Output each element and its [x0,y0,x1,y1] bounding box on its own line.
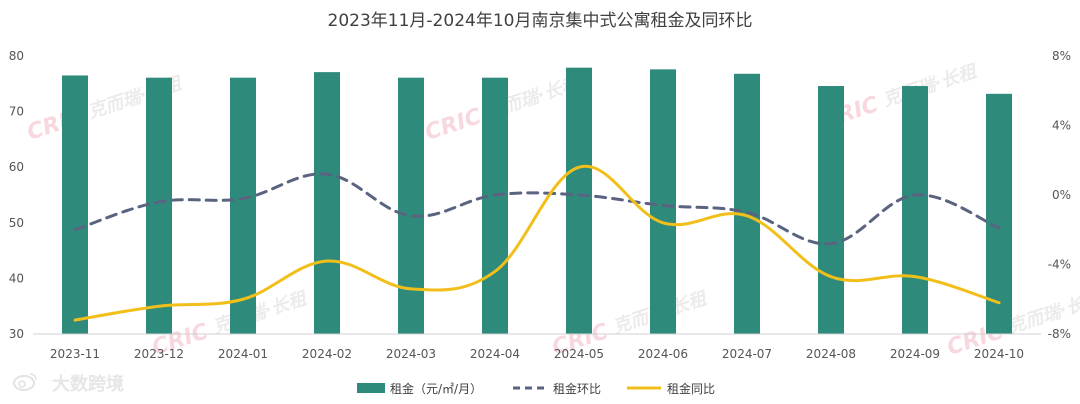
watermark-brand-cn: 克而瑞·长租 [880,61,980,112]
watermark-brand-cn: 克而瑞·长租 [210,288,310,339]
x-tick-label: 2024-02 [302,347,352,361]
line-series-layer [73,164,1001,322]
x-tick-label: 2023-12 [134,347,184,361]
legend-label-mom: 租金环比 [553,381,601,396]
bar-2024-07 [734,73,760,335]
bar-2024-03 [398,77,424,335]
legend-label-yoy: 租金同比 [667,381,715,396]
watermark-brand-latin: CRIC [422,104,484,146]
left-tick-label: 60 [9,160,24,174]
x-tick-label: 2024-03 [386,347,436,361]
x-tick-label: 2024-10 [974,347,1024,361]
left-tick-label: 80 [9,49,24,63]
bar-2024-01 [230,77,256,335]
right-tick-label: -8% [1048,327,1071,341]
bar-2024-06 [650,69,676,335]
source-badge: 大数跨境 [13,373,124,395]
x-tick-label: 2023-11 [50,347,100,361]
bar-2023-12 [146,77,172,335]
left-tick-label: 50 [9,216,24,230]
line-series-mom [73,172,1001,246]
x-tick-label: 2024-05 [554,347,604,361]
left-tick-label: 30 [9,327,24,341]
bar-2024-09 [902,86,928,334]
chart-title: 2023年11月-2024年10月南京集中式公寓租金及同环比 [328,11,753,31]
bar-series-rent [62,67,1012,335]
bar-2024-08 [818,86,844,334]
legend-swatch-rent [357,383,385,393]
x-tick-label: 2024-09 [890,347,940,361]
x-axis: 2023-11 2023-12 2024-01 2024-02 2024-03 2024-… [50,347,1024,361]
right-axis: -8% -4% 0% 4% 8% [1048,49,1071,341]
bar-2024-04 [482,77,508,335]
weibo-icon [13,373,37,391]
x-tick-label: 2024-01 [218,347,268,361]
x-tick-label: 2024-06 [638,347,688,361]
right-tick-label: -4% [1048,258,1071,272]
x-tick-label: 2024-08 [806,347,856,361]
bar-2023-11 [62,75,88,335]
source-badge-text: 大数跨境 [52,373,124,395]
left-tick-label: 40 [9,271,24,285]
x-tick-label: 2024-04 [470,347,520,361]
right-tick-label: 0% [1052,188,1071,202]
legend: 租金（元/㎡/月） 租金环比 租金同比 [357,381,715,396]
left-tick-label: 70 [9,105,24,119]
right-tick-label: 4% [1052,119,1071,133]
right-tick-label: 8% [1052,49,1071,63]
left-axis: 30 40 50 60 70 80 [9,49,24,341]
bar-2024-05 [566,67,592,335]
bar-2024-10 [986,93,1012,334]
bar-2024-02 [314,72,340,335]
x-tick-label: 2024-07 [722,347,772,361]
legend-label-rent: 租金（元/㎡/月） [390,381,482,396]
line-series-yoy [73,164,1001,322]
